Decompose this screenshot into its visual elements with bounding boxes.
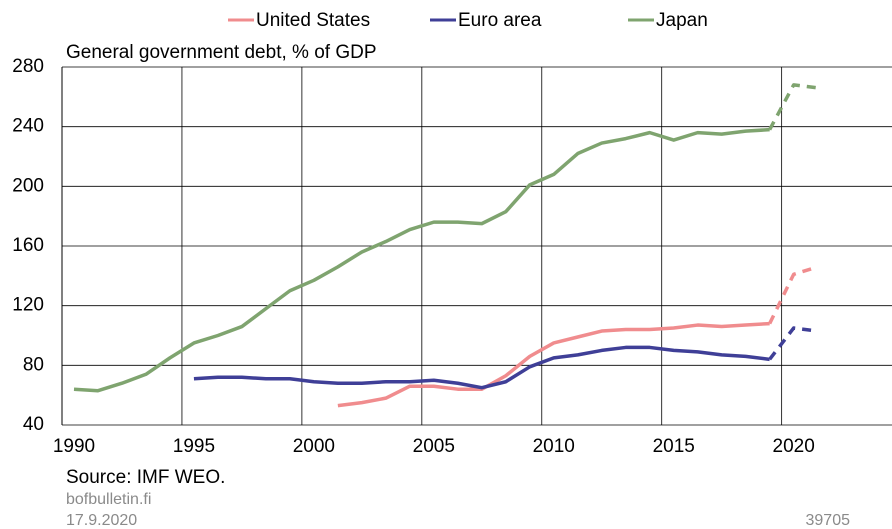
y-tick-label: 40 [23, 414, 44, 435]
legend-label: Euro area [458, 10, 542, 31]
y-tick-label: 200 [12, 175, 44, 196]
line-series [193, 345, 770, 390]
x-tick-label: 2010 [533, 436, 575, 457]
legend-label: Japan [656, 10, 708, 31]
x-tick-label: 2020 [773, 436, 815, 457]
x-tick-label: 2015 [653, 436, 695, 457]
chart-subtitle: General government debt, % of GDP [66, 42, 377, 63]
legend-label: United States [256, 10, 370, 31]
chart-id: 39705 [806, 512, 851, 529]
source: Source: IMF WEO. [66, 467, 225, 488]
x-tick-label: 1995 [173, 436, 215, 457]
line-series [73, 127, 770, 393]
x-tick-label: 1990 [53, 436, 95, 457]
x-tick-label: 2000 [293, 436, 335, 457]
line-series [337, 321, 770, 408]
x-tick-label: 2005 [413, 436, 455, 457]
line-series [768, 265, 819, 325]
y-tick-label: 160 [12, 235, 44, 256]
y-tick-label: 240 [12, 116, 44, 137]
line-series [768, 83, 818, 131]
date: 17.9.2020 [66, 512, 137, 529]
y-tick-label: 120 [12, 295, 44, 316]
site: bofbulletin.fi [66, 491, 151, 508]
y-tick-label: 80 [23, 354, 44, 375]
y-tick-label: 280 [12, 56, 44, 77]
line-series [768, 326, 818, 361]
